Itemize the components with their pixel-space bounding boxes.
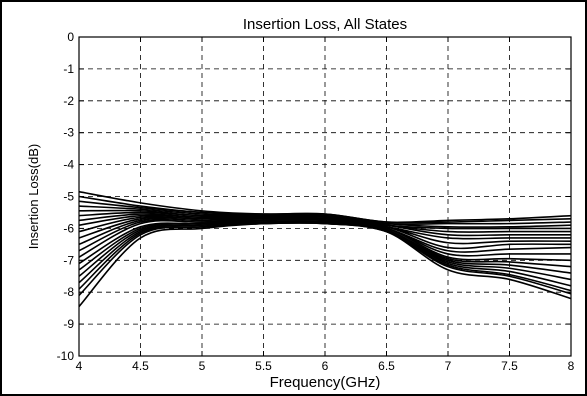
x-tick-label: 7.5 [501, 359, 518, 373]
y-tick-label: -6 [63, 221, 74, 235]
y-tick-label: -7 [63, 253, 74, 267]
y-tick-label: -3 [63, 126, 74, 140]
ticks: 4 4.5 5 5.5 6 6.5 7 7.5 8 0 -1 -2 -3 -4 -5 -6 -7 -8 -9 -10 [57, 30, 575, 373]
x-tick-label: 5.5 [255, 359, 272, 373]
x-axis-label: Frequency(GHz) [270, 374, 381, 391]
y-tick-label: -4 [63, 158, 74, 172]
y-tick-label: -5 [63, 190, 74, 204]
series-lines [78, 190, 572, 308]
grid [79, 37, 571, 356]
series-line-11 [78, 217, 572, 253]
x-tick-label: 6 [322, 359, 329, 373]
y-tick-label: -8 [63, 285, 74, 299]
series-line-5 [78, 209, 571, 230]
series-line-17 [78, 220, 572, 287]
series-line-20 [78, 222, 572, 308]
y-axis-label: Insertion Loss(dB) [26, 144, 41, 250]
chart-title: Insertion Loss, All States [243, 16, 407, 33]
series-line-8 [78, 214, 571, 240]
y-tick-label: -2 [63, 94, 74, 108]
y-tick-label: 0 [67, 30, 74, 44]
series-line-2 [78, 195, 572, 224]
x-tick-label: 8 [568, 359, 575, 373]
y-tick-label: -1 [63, 62, 74, 76]
series-line-14 [78, 218, 572, 268]
y-tick-label: -10 [57, 349, 75, 363]
x-tick-label: 4.5 [132, 359, 149, 373]
x-tick-label: 5 [199, 359, 206, 373]
x-tick-label: 7 [445, 359, 452, 373]
x-tick-label: 6.5 [378, 359, 395, 373]
x-tick-label: 4 [76, 359, 83, 373]
y-tick-label: -9 [63, 317, 74, 331]
